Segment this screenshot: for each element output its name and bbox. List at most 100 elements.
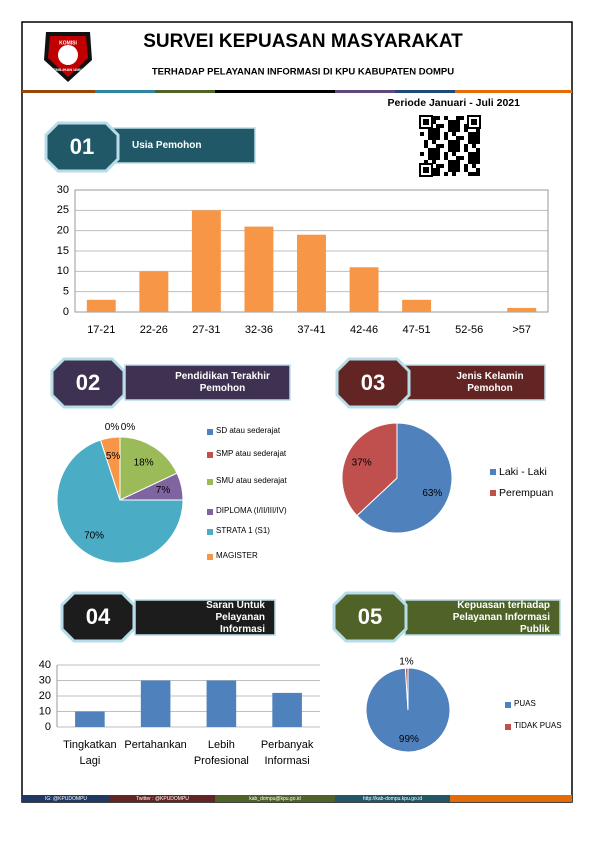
pie-value-label: 0% [121,422,136,433]
qr-cell [432,172,436,176]
qr-cell [452,148,456,152]
qr-cell [472,132,476,136]
qr-finder [471,119,477,125]
qr-cell [452,132,456,136]
x-tick-label: Tingkatkan Lagi [63,739,117,767]
x-tick-label: Lebih Profesional [193,739,249,767]
x-tick-label: 27-31 [192,324,221,336]
footer-band [335,795,450,802]
qr-cell [456,156,460,160]
qr-cell [448,148,452,152]
qr-cell [452,140,456,144]
qr-cell [464,124,468,128]
x-tick-label: 52-56 [455,324,484,336]
y-tick-label: 30 [39,674,51,686]
legend-swatch [207,479,213,485]
y-tick-label: 20 [57,225,69,237]
bar [206,680,237,727]
logo-bottom: PEMILIHAN UMUM [50,67,86,72]
qr-cell [444,116,448,120]
section-number: 05 [358,604,382,629]
qr-cell [448,160,452,164]
qr-cell [428,132,432,136]
x-tick-label: 47-51 [402,324,431,336]
qr-cell [436,136,440,140]
bar [191,210,221,312]
qr-cell [472,152,476,156]
qr-cell [456,136,460,140]
qr-cell [464,148,468,152]
qr-cell [440,124,444,128]
qr-finder [423,119,429,125]
header-stripe [95,90,155,93]
qr-cell [456,168,460,172]
qr-cell [428,152,432,156]
qr-cell [472,144,476,148]
legend-label: Perempuan [499,487,554,499]
qr-cell [436,116,440,120]
qr-cell [456,148,460,152]
pie-slice [99,436,121,501]
section-label: Usia Pemohon [132,139,202,151]
legend-swatch [207,509,213,515]
section-bar [404,364,546,401]
qr-cell [436,152,440,156]
qr-cell [428,128,432,132]
qr-cell [452,128,456,132]
qr-cell [448,120,452,124]
x-tick-label: 17-21 [87,324,116,336]
qr-cell [448,140,452,144]
legend-swatch [207,554,213,560]
qr-cell [468,152,472,156]
logo: KOMISI PEMILIHAN UMUM [44,32,92,82]
qr-cell [476,128,480,132]
qr-cell [452,160,456,164]
qr-cell [452,124,456,128]
qr-cell [472,164,476,168]
subtitle: TERHADAP PELAYANAN INFORMASI DI KPU KABU… [152,67,454,78]
footer-text: kab_dompu@kpu.go.id [249,796,301,802]
qr-cell [456,124,460,128]
bar [507,307,537,312]
qr-cell [476,136,480,140]
qr-cell [472,136,476,140]
qr-cell [444,156,448,160]
qr-cell [432,152,436,156]
pie-value-label: 99% [399,734,419,745]
y-tick-label: 10 [57,265,69,277]
legend-label: STRATA 1 (S1) [216,526,270,535]
qr-cell [436,132,440,136]
section-number: 04 [86,604,111,629]
pie-value-label: 0% [105,422,120,433]
qr-cell [468,156,472,160]
x-tick-label: 37-41 [297,324,326,336]
qr-cell [436,172,440,176]
qr-cell [472,172,476,176]
qr-cell [476,132,480,136]
header-stripe [395,90,455,93]
y-tick-label: 40 [39,659,51,671]
qr-cell [420,132,424,136]
header-stripe [215,90,335,93]
pie-slice [56,439,184,564]
pie-slice [404,667,409,711]
section-badge [60,591,136,643]
section-label: Saran Untuk Pelayanan Informasi [206,599,265,635]
x-tick-label: Perbanyak Informasi [260,739,314,767]
section-badge [44,121,120,173]
qr-cell [432,168,436,172]
period: Periode Januari - Juli 2021 [388,97,521,109]
pie-value-label: 7% [156,485,171,496]
bar [349,267,379,312]
section-badge [50,357,126,409]
qr-cell [432,128,436,132]
header-stripe [335,90,395,93]
section-label: Kepuasan terhadap Pelayanan Informasi Pu… [452,599,550,635]
qr-cell [448,168,452,172]
pie-value-label: 1% [399,656,414,667]
x-tick-label: Pertahankan [124,739,187,751]
qr-cell [456,120,460,124]
qr-finder [423,167,429,173]
